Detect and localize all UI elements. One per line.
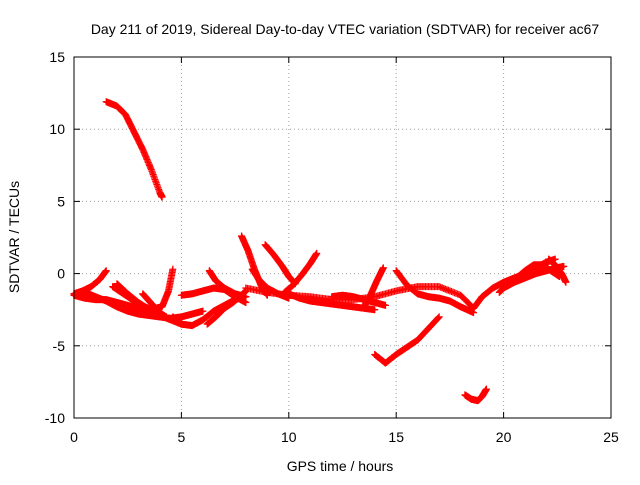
y-tick-label: 15 [49,49,65,65]
series-arc-late-low [461,385,490,405]
series-arc-20 [392,267,478,317]
x-tick-label: 20 [496,429,512,445]
y-axis-label: SDTVAR / TECUs [6,181,22,293]
series-arc-early-high [102,98,166,201]
data-point [562,278,570,286]
x-axis-label: GPS time / hours [287,458,394,474]
data-point [158,193,166,201]
x-tick-label: 5 [178,429,186,445]
data-point [435,313,443,321]
series-arc-16 [285,290,379,314]
chart-title: Day 211 of 2019, Sidereal Day-to-day VTE… [91,21,600,37]
data-point [242,293,250,301]
data-point [560,262,568,270]
data-point [199,307,207,315]
data-series [70,98,570,405]
data-point [169,265,177,273]
data-point [371,306,379,314]
series-arc-8 [177,284,250,306]
series-arc-9 [203,287,250,328]
series-arc-10 [205,267,250,301]
data-point [313,249,321,257]
x-tick-label: 25 [603,429,619,445]
y-tick-label: 10 [49,121,65,137]
y-tick-label: -5 [53,338,66,354]
data-point [482,385,490,393]
axes [73,56,612,419]
x-tick-label: 10 [281,429,297,445]
tick-labels: 0 5 10 15 20 25 -10 -5 0 5 10 15 [45,49,619,445]
data-point [434,315,442,323]
series-arc-18 [360,264,387,311]
plot-frame [73,56,612,419]
data-point [381,301,389,309]
series-arc-3 [70,288,207,322]
data-point [379,264,387,272]
y-tick-label: 5 [57,193,65,209]
y-tick-label: 0 [57,266,65,282]
grid-lines [74,57,611,418]
series-arc-24 [545,255,570,286]
data-point [434,314,442,322]
x-tick-label: 15 [388,429,404,445]
series-arc-19 [371,313,443,367]
data-point [102,267,110,275]
data-point [160,311,168,319]
series-arc-13 [261,241,299,288]
series-arc-6 [139,265,177,312]
y-tick-label: -10 [45,410,65,426]
x-tick-label: 0 [70,429,78,445]
